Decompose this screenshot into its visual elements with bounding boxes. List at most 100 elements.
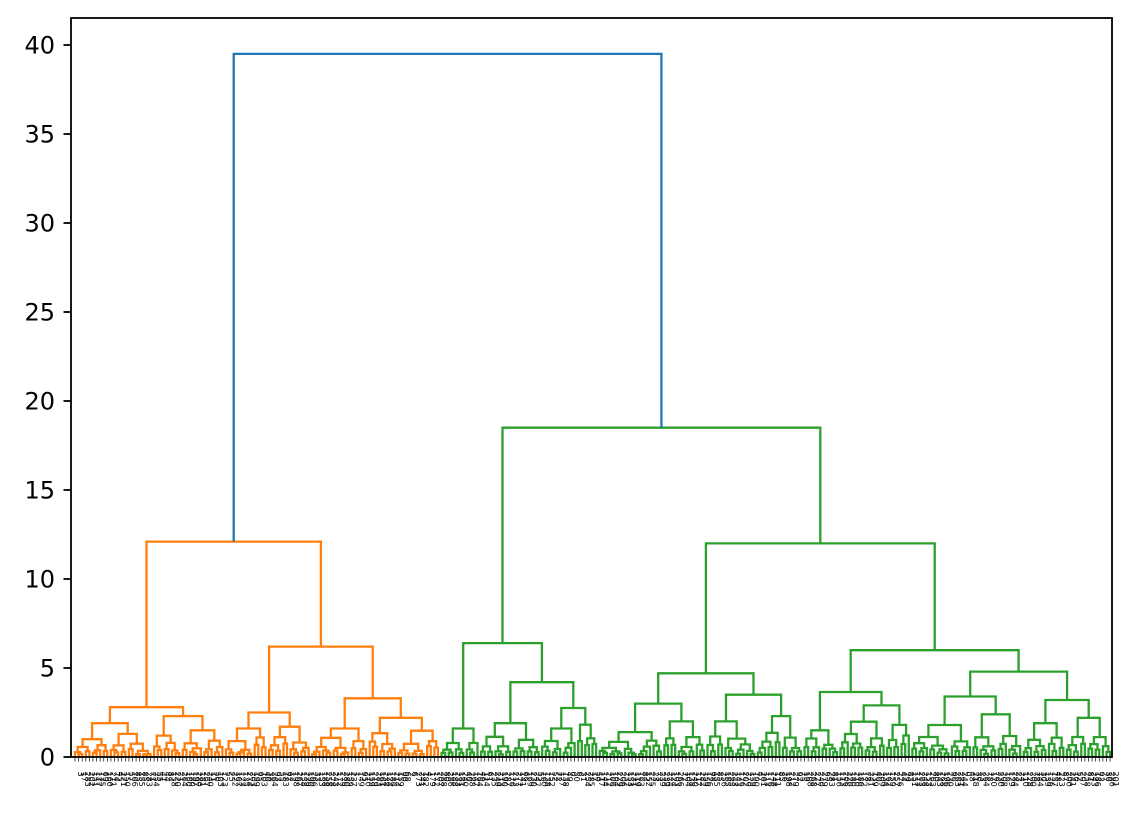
- leaf-label: 144: [1036, 772, 1045, 787]
- leaf-label: 218: [971, 772, 980, 787]
- leaf-label: 280: [342, 772, 351, 787]
- leaf-label: 219: [371, 772, 380, 787]
- leaf-label: 98: [709, 772, 718, 782]
- leaf-label: 151: [90, 772, 99, 787]
- x-axis-leaf-labels: 3172832021511171356916021174452211505710…: [74, 758, 1120, 787]
- leaf-label: 267: [295, 772, 304, 787]
- leaf-label: 45: [116, 772, 125, 782]
- leaf-label: 44: [899, 772, 908, 782]
- leaf-label: 57: [126, 772, 135, 782]
- leaf-label: 150: [123, 772, 132, 787]
- y-axis: 0 5 10 15 20 25 30 35 40: [24, 32, 71, 772]
- leaf-label: 288: [439, 772, 448, 787]
- leaf-label: 186: [1093, 772, 1102, 787]
- leaf-label: 113: [763, 772, 772, 787]
- leaf-label: 46: [479, 772, 488, 782]
- leaf-label: 243: [1090, 772, 1099, 787]
- leaf-label: 160: [540, 772, 549, 787]
- leaf-label: 90: [400, 772, 409, 782]
- leaf-label: 243: [730, 772, 739, 787]
- leaf-label: 85: [141, 772, 150, 782]
- leaf-label: 263: [953, 772, 962, 787]
- leaf-label: 244: [960, 772, 969, 787]
- leaf-label: 152: [547, 772, 556, 787]
- y-tick-label: 10: [24, 566, 55, 594]
- leaf-label: 158: [169, 772, 178, 787]
- leaf-label: 266: [676, 772, 685, 787]
- leaf-label: 214: [392, 772, 401, 787]
- leaf-label: 254: [152, 772, 161, 787]
- leaf-label: 220: [845, 772, 854, 787]
- leaf-label: 159: [346, 772, 355, 787]
- leaf-label: 197: [191, 772, 200, 787]
- leaf-label: 286: [1108, 772, 1117, 787]
- leaf-label: 72: [680, 772, 689, 782]
- cluster-right-links: [440, 426, 1112, 757]
- leaf-label: 29: [903, 772, 912, 782]
- leaf-label: 208: [1000, 772, 1009, 787]
- leaf-label: 124: [385, 772, 394, 787]
- leaf-label: 95: [360, 772, 369, 782]
- leaf-label: 27: [1100, 772, 1109, 782]
- leaf-label: 1: [353, 772, 362, 777]
- leaf-label: 138: [543, 772, 552, 787]
- leaf-label: 201: [1111, 772, 1120, 787]
- leaf-label: 129: [1007, 772, 1016, 787]
- leaf-label: 162: [885, 772, 894, 787]
- leaf-label: 114: [482, 772, 491, 787]
- leaf-label: 117: [694, 772, 703, 787]
- leaf-label: 49: [565, 772, 574, 782]
- leaf-label: 92: [795, 772, 804, 782]
- leaf-label: 123: [238, 772, 247, 787]
- leaf-label: 6: [410, 772, 419, 777]
- leaf-label: 160: [105, 772, 114, 787]
- leaf-label: 117: [94, 772, 103, 787]
- leaf-label: 159: [396, 772, 405, 787]
- leaf-label: 280: [195, 772, 204, 787]
- leaf-label: 276: [895, 772, 904, 787]
- leaf-label: 172: [335, 772, 344, 787]
- leaf-label: 277: [515, 772, 524, 787]
- leaf-label: 103: [216, 772, 225, 787]
- leaf-label: 206: [842, 772, 851, 787]
- leaf-label: 48: [967, 772, 976, 782]
- leaf-label: 40: [464, 772, 473, 782]
- leaf-label: 176: [507, 772, 516, 787]
- leaf-label: 190: [752, 772, 761, 787]
- leaf-label: 126: [705, 772, 714, 787]
- leaf-label: 257: [892, 772, 901, 787]
- leaf-label: 117: [597, 772, 606, 787]
- leaf-label: 213: [511, 772, 520, 787]
- y-tick-label: 20: [24, 388, 55, 416]
- leaf-label: 84: [640, 772, 649, 782]
- leaf-label: 83: [906, 772, 915, 782]
- leaf-label: 243: [331, 772, 340, 787]
- leaf-label: 237: [349, 772, 358, 787]
- leaf-label: 48: [1054, 772, 1063, 782]
- leaf-label: 181: [457, 772, 466, 787]
- leaf-label: 104: [612, 772, 621, 787]
- y-tick-label: 15: [24, 477, 55, 505]
- leaf-label: 2: [407, 772, 416, 777]
- leaf-label: 153: [317, 772, 326, 787]
- leaf-label: 288: [468, 772, 477, 787]
- leaf-label: 240: [816, 772, 825, 787]
- leaf-label: 11: [209, 772, 218, 782]
- leaf-label: 157: [1050, 772, 1059, 787]
- leaf-label: 267: [202, 772, 211, 787]
- leaf-label: 240: [461, 772, 470, 787]
- leaf-label: 139: [870, 772, 879, 787]
- leaf-label: 143: [935, 772, 944, 787]
- leaf-label: 126: [737, 772, 746, 787]
- leaf-label: 72: [554, 772, 563, 782]
- leaf-label: 80: [931, 772, 940, 782]
- leaf-label: 147: [471, 772, 480, 787]
- leaf-label: 240: [205, 772, 214, 787]
- leaf-label: 155: [137, 772, 146, 787]
- leaf-label: 281: [957, 772, 966, 787]
- leaf-label: 279: [820, 772, 829, 787]
- leaf-label: 273: [414, 772, 423, 787]
- leaf-label: 30: [1039, 772, 1048, 782]
- leaf-label: 203: [249, 772, 258, 787]
- leaf-label: 232: [622, 772, 631, 787]
